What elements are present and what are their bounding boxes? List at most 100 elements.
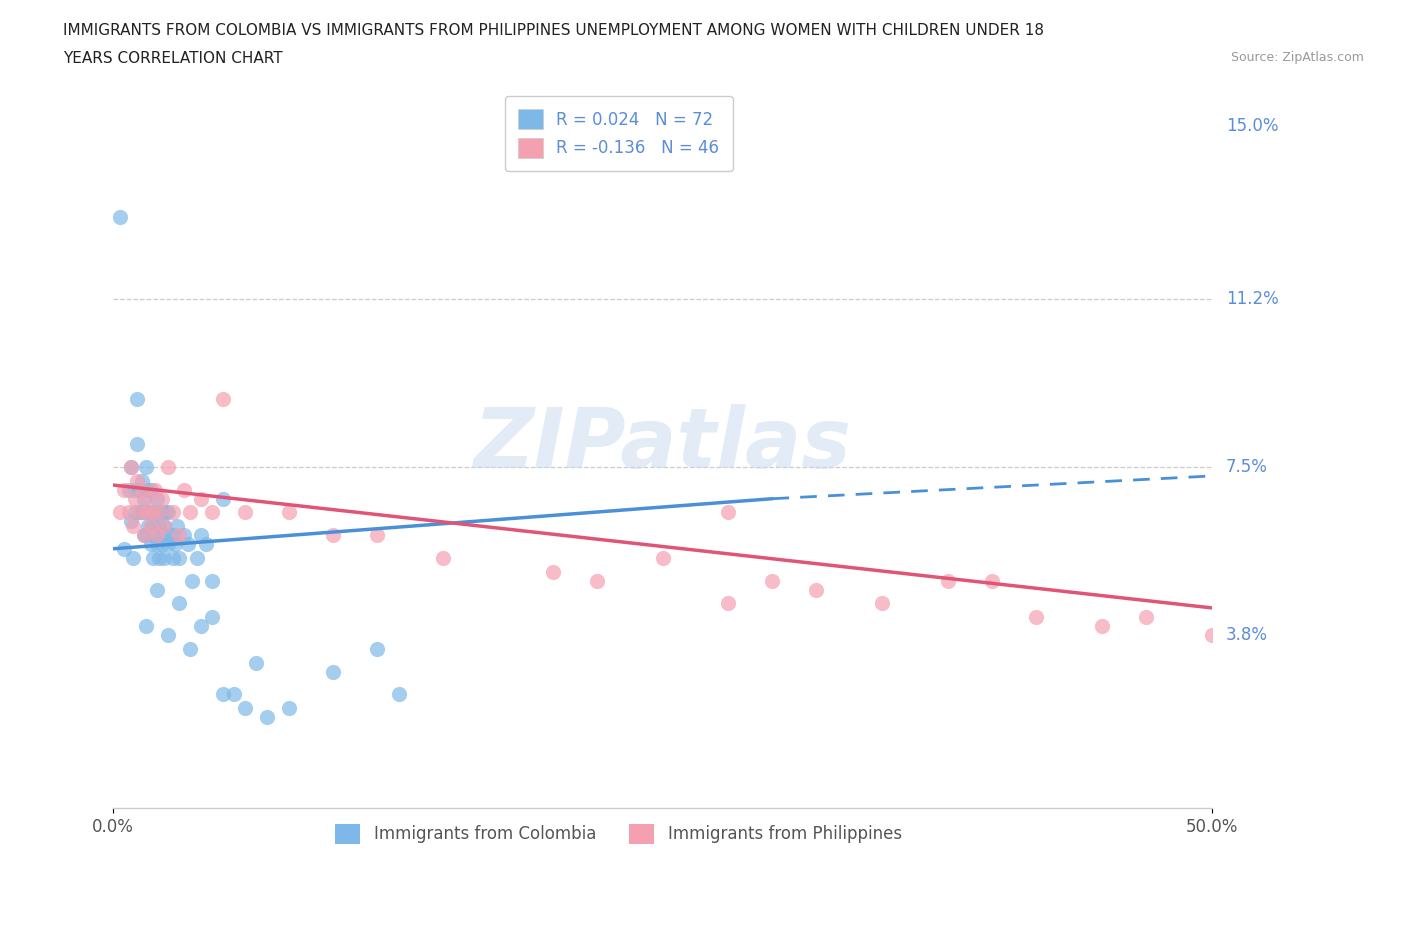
Point <box>981 573 1004 588</box>
Point <box>167 527 190 542</box>
Point <box>148 505 170 520</box>
Point <box>1201 628 1223 643</box>
Point <box>212 687 235 702</box>
Text: IMMIGRANTS FROM COLOMBIA VS IMMIGRANTS FROM PHILIPPINES UNEMPLOYMENT AMONG WOMEN: IMMIGRANTS FROM COLOMBIA VS IMMIGRANTS F… <box>63 23 1045 38</box>
Point <box>120 459 142 474</box>
Point <box>139 519 162 534</box>
Point <box>143 482 166 497</box>
Point <box>388 687 411 702</box>
Point <box>127 437 149 452</box>
Point <box>194 537 217 551</box>
Point <box>120 514 142 529</box>
Point <box>143 527 166 542</box>
Point <box>190 527 212 542</box>
Point <box>142 505 165 520</box>
Point <box>153 551 176 565</box>
Point <box>146 582 169 597</box>
Point <box>167 551 190 565</box>
Point <box>157 537 180 551</box>
Point <box>128 482 150 497</box>
Point <box>124 491 146 506</box>
Point <box>190 491 212 506</box>
Point <box>139 537 162 551</box>
Point <box>432 551 454 565</box>
Point <box>131 473 153 488</box>
Point <box>1025 609 1047 624</box>
Point <box>148 551 170 565</box>
Point <box>806 582 828 597</box>
Text: 3.8%: 3.8% <box>1226 626 1268 644</box>
Point <box>112 541 135 556</box>
Point <box>162 527 184 542</box>
Point <box>148 505 170 520</box>
Point <box>148 519 170 534</box>
Point <box>159 527 181 542</box>
Point <box>146 491 169 506</box>
Point <box>541 565 564 579</box>
Point <box>761 573 783 588</box>
Point <box>128 505 150 520</box>
Point <box>122 519 145 534</box>
Point <box>186 551 208 565</box>
Point <box>201 505 224 520</box>
Point <box>872 596 894 611</box>
Point <box>146 527 169 542</box>
Point <box>135 618 157 633</box>
Point <box>322 664 344 679</box>
Point <box>142 519 165 534</box>
Point <box>132 527 155 542</box>
Text: ZIPatlas: ZIPatlas <box>474 404 852 485</box>
Point <box>127 392 149 406</box>
Point <box>153 519 176 534</box>
Point <box>717 596 740 611</box>
Point <box>936 573 959 588</box>
Point <box>651 551 673 565</box>
Point <box>117 505 139 520</box>
Point <box>166 519 188 534</box>
Point <box>177 537 200 551</box>
Point <box>366 527 388 542</box>
Point <box>139 482 162 497</box>
Text: 7.5%: 7.5% <box>1226 458 1268 476</box>
Point <box>1091 618 1114 633</box>
Point <box>117 482 139 497</box>
Point <box>135 527 157 542</box>
Point <box>224 687 246 702</box>
Point <box>108 209 131 224</box>
Point <box>122 551 145 565</box>
Point <box>150 537 173 551</box>
Point <box>322 527 344 542</box>
Point <box>157 628 180 643</box>
Point <box>132 491 155 506</box>
Point <box>366 642 388 657</box>
Point <box>179 505 201 520</box>
Point <box>201 573 224 588</box>
Point <box>201 609 224 624</box>
Point <box>167 596 190 611</box>
Point <box>157 459 180 474</box>
Point <box>143 505 166 520</box>
Point <box>124 482 146 497</box>
Point <box>190 618 212 633</box>
Point <box>131 505 153 520</box>
Point <box>179 642 201 657</box>
Point <box>173 527 195 542</box>
Text: 15.0%: 15.0% <box>1226 116 1278 135</box>
Point <box>256 710 278 724</box>
Point <box>135 505 157 520</box>
Point <box>138 505 160 520</box>
Point <box>131 482 153 497</box>
Point <box>155 505 177 520</box>
Point <box>585 573 607 588</box>
Point <box>157 505 180 520</box>
Point <box>146 537 169 551</box>
Point <box>153 519 176 534</box>
Point <box>162 505 184 520</box>
Point <box>112 482 135 497</box>
Point <box>212 491 235 506</box>
Point <box>162 551 184 565</box>
Point <box>1135 609 1157 624</box>
Text: YEARS CORRELATION CHART: YEARS CORRELATION CHART <box>63 51 283 66</box>
Point <box>127 473 149 488</box>
Point <box>138 519 160 534</box>
